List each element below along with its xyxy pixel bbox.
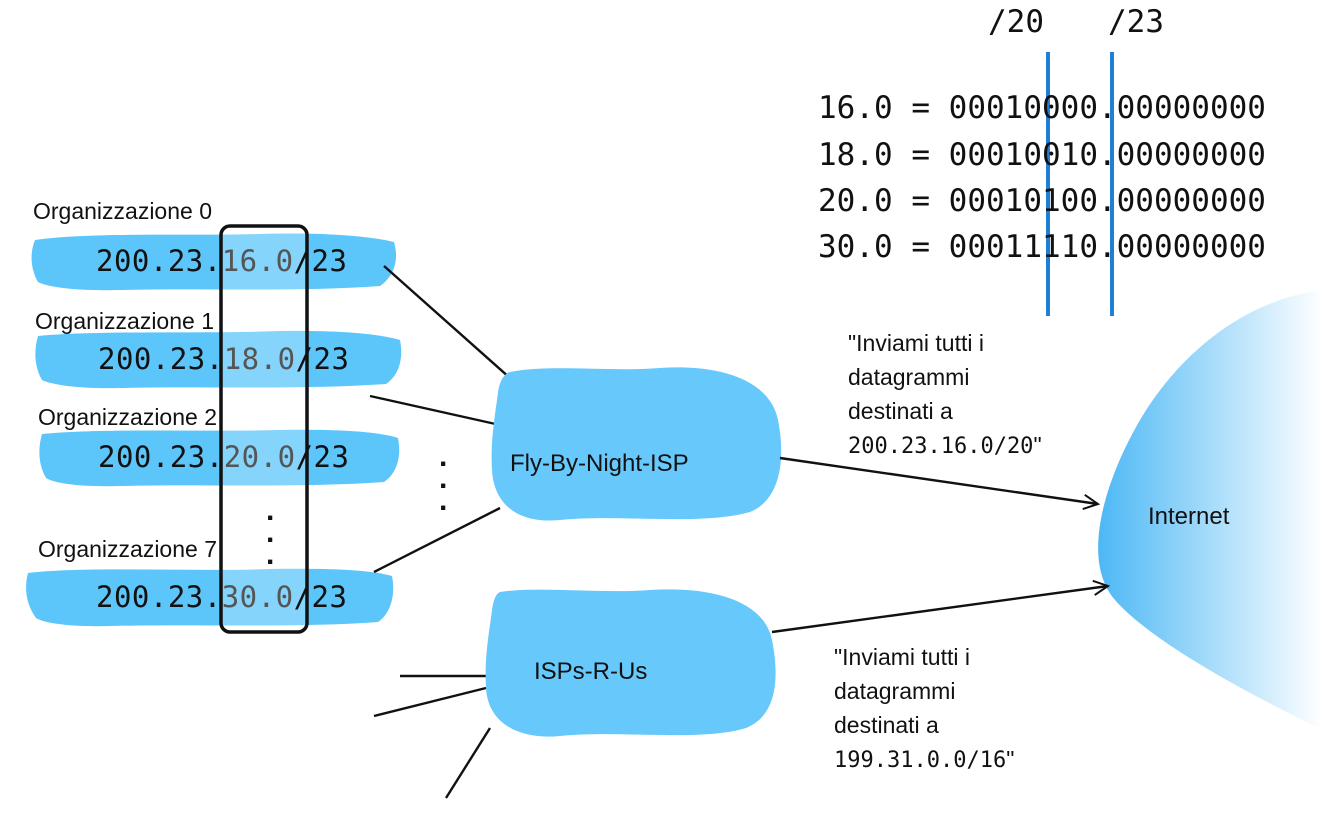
announcement-address: 199.31.0.0/16 <box>834 748 1007 773</box>
org-prefix-0: 200.23.16.0/23 <box>96 244 347 278</box>
ellipsis-dot: . <box>266 516 275 549</box>
binary-decimal: 20.0 <box>818 183 893 219</box>
ellipsis-dot: . <box>439 484 448 517</box>
highlight-box <box>219 224 309 634</box>
org-prefix-2: 200.23.20.0/23 <box>98 440 349 474</box>
link-org0-to-flybynight <box>383 265 511 379</box>
link-org7-to-flybynight <box>373 506 501 574</box>
announcement-address: 200.23.16.0/20 <box>848 434 1034 459</box>
binary-value: 00010000.00000000 <box>948 90 1266 126</box>
internet-cloud <box>1098 290 1323 730</box>
prefix-length: /23 <box>293 244 348 278</box>
ellipsis-links: . . . <box>439 440 448 517</box>
ellipsis-dot: . <box>439 462 448 495</box>
brush-stroke-org-0 <box>31 233 397 291</box>
prefix-third-octet: 30.0 <box>221 580 294 614</box>
binary-value: 00011110.00000000 <box>948 229 1266 265</box>
arrow-isprus-to-internet <box>771 586 1108 634</box>
ellipsis-orgs: . . . <box>266 494 275 571</box>
internet-label: Internet <box>1148 503 1230 530</box>
announcement-closing-quote: " <box>1033 432 1042 458</box>
binary-decimal: 18.0 <box>818 137 893 173</box>
prefix-network: 200.23. <box>96 580 222 614</box>
prefix-network: 200.23. <box>98 440 224 474</box>
prefix-length: /23 <box>295 342 350 376</box>
link-in-isprus-3 <box>444 727 492 799</box>
binary-equals: = <box>911 137 930 173</box>
announcement-line: destinati a <box>834 712 939 738</box>
org-prefix-1: 200.23.18.0/23 <box>98 342 349 376</box>
isprus-label: ISPs-R-Us <box>534 658 648 685</box>
flybynight-cloud <box>491 367 782 521</box>
binary-equals: = <box>911 90 930 126</box>
announcement-line: destinati a <box>848 398 953 424</box>
announcement-line: "Inviami tutti i <box>834 644 970 670</box>
binary-value: 00010100.00000000 <box>948 183 1266 219</box>
ellipsis-dot: . <box>266 538 275 571</box>
announcement-flybynight: "Inviami tutti i datagrammi destinati a … <box>848 326 1042 464</box>
announcement-line: datagrammi <box>848 364 970 390</box>
prefix-third-octet: 20.0 <box>223 440 296 474</box>
announcement-line: "Inviami tutti i <box>848 330 984 356</box>
prefix-third-octet: 16.0 <box>221 244 294 278</box>
prefix-length: /23 <box>293 580 348 614</box>
binary-row: 16.0 = 00010000.00000000 <box>818 90 1266 126</box>
prefix-third-octet: 18.0 <box>223 342 296 376</box>
org-label-1: Organizzazione 1 <box>35 308 214 334</box>
ellipsis-dot: . <box>266 494 275 527</box>
prefix-network: 200.23. <box>98 342 224 376</box>
ellipsis-dot: . <box>439 440 448 473</box>
brush-stroke-org-1 <box>35 330 402 389</box>
binary-row: 20.0 = 00010100.00000000 <box>818 183 1266 219</box>
flybynight-label: Fly-By-Night-ISP <box>510 450 689 477</box>
binary-decimal: 16.0 <box>818 90 893 126</box>
binary-equals: = <box>911 229 930 265</box>
org-prefix-7: 200.23.30.0/23 <box>96 580 347 614</box>
arrow-flybynight-to-internet <box>779 456 1098 504</box>
cidr-mark-23: /23 <box>1108 4 1164 40</box>
announcement-isprus: "Inviami tutti i datagrammi destinati a … <box>834 640 1014 778</box>
announcement-line: datagrammi <box>834 678 956 704</box>
org-label-7: Organizzazione 7 <box>38 536 217 562</box>
binary-row: 18.0 = 00010010.00000000 <box>818 137 1266 173</box>
link-org1-to-flybynight <box>369 394 501 427</box>
prefix-network: 200.23. <box>96 244 222 278</box>
binary-decimal: 30.0 <box>818 229 893 265</box>
org-label-0: Organizzazione 0 <box>33 198 212 224</box>
binary-equals: = <box>911 183 930 219</box>
binary-row: 30.0 = 00011110.00000000 <box>818 229 1266 265</box>
isprus-cloud <box>485 589 776 737</box>
cidr-mark-20: /20 <box>988 4 1044 40</box>
brush-stroke-org-7 <box>26 568 394 627</box>
binary-value: 00010010.00000000 <box>948 137 1266 173</box>
org-label-2: Organizzazione 2 <box>38 404 217 430</box>
announcement-closing-quote: " <box>1006 746 1015 772</box>
prefix-length: /23 <box>295 440 350 474</box>
link-in-isprus-2 <box>373 686 487 718</box>
